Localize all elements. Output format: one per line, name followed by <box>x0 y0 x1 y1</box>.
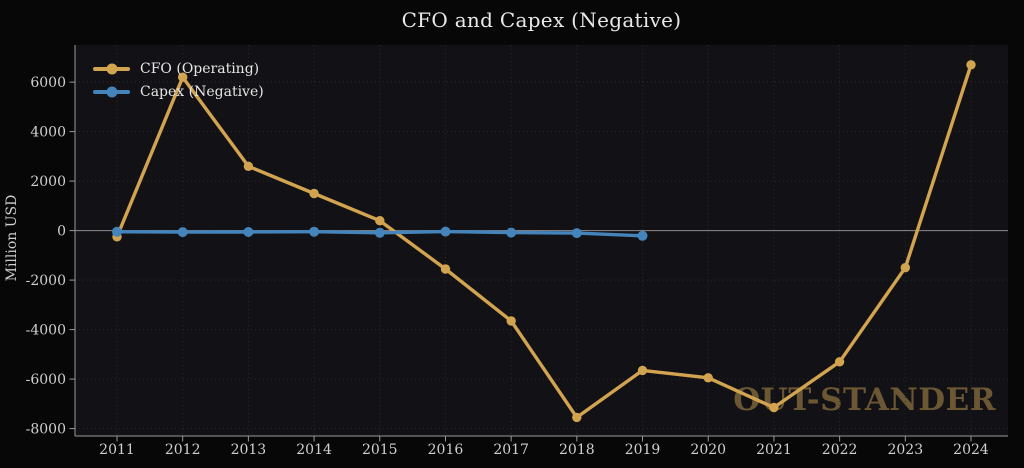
data-point-cfo <box>900 263 910 273</box>
legend-label-capex: Capex (Negative) <box>140 83 264 100</box>
chart-title: CFO and Capex (Negative) <box>401 8 682 32</box>
x-tick-label: 2016 <box>428 442 464 458</box>
watermark-text: OUT-STANDER <box>733 382 996 418</box>
x-tick-label: 2013 <box>231 442 267 458</box>
data-point-capex <box>243 227 254 237</box>
x-tick-label: 2023 <box>887 442 923 458</box>
series-line-cfo <box>115 63 973 420</box>
data-point-cfo <box>834 357 845 367</box>
data-point-capex <box>309 226 320 237</box>
y-tick-label: 6000 <box>30 75 66 91</box>
data-point-cfo <box>178 72 188 82</box>
x-tick-label: 2018 <box>559 442 595 458</box>
data-point-capex <box>571 228 582 239</box>
y-tick-label: 2000 <box>30 174 66 190</box>
data-point-capex <box>637 230 648 241</box>
y-tick-label: -4000 <box>26 323 66 339</box>
data-point-cfo <box>506 316 516 326</box>
data-point-cfo <box>243 161 254 171</box>
data-point-capex <box>440 226 451 237</box>
data-point-cfo <box>309 188 319 199</box>
legend-line-swatch-cfo <box>93 63 130 74</box>
x-tick-label: 2012 <box>165 442 201 458</box>
data-point-cfo <box>769 402 779 413</box>
x-tick-label: 2021 <box>756 442 792 458</box>
x-tick-label: 2015 <box>362 442 398 458</box>
x-tick-label: 2019 <box>625 442 661 458</box>
x-tick-label: 2017 <box>493 442 529 458</box>
plot-area <box>75 45 1008 436</box>
legend-item-capex: Capex (Negative) <box>93 80 264 103</box>
data-point-cfo <box>966 60 976 70</box>
data-point-capex <box>112 226 122 237</box>
legend-line-swatch-capex <box>93 86 130 97</box>
x-tick-label: 2020 <box>690 442 726 458</box>
x-tick-label: 2024 <box>953 442 989 458</box>
data-point-cfo <box>440 264 451 274</box>
data-point-capex <box>177 227 188 238</box>
data-point-capex <box>506 227 517 238</box>
y-tick-label: 4000 <box>30 125 66 141</box>
y-axis-label: Million USD <box>4 194 20 282</box>
legend-marker-dot <box>106 86 117 97</box>
data-point-cfo <box>375 216 385 226</box>
y-tick-label: -6000 <box>26 372 66 388</box>
y-tick-label: -2000 <box>26 273 66 289</box>
data-point-capex <box>374 227 385 238</box>
y-tick-label: 0 <box>57 224 66 240</box>
data-point-cfo <box>572 412 582 423</box>
legend-label-cfo: CFO (Operating) <box>140 60 260 77</box>
data-point-cfo <box>637 365 648 376</box>
data-point-cfo <box>703 373 713 383</box>
legend-marker-dot <box>106 63 117 74</box>
x-tick-label: 2022 <box>822 442 858 458</box>
legend-item-cfo: CFO (Operating) <box>93 57 264 80</box>
legend: CFO (Operating) Capex (Negative) <box>93 57 264 103</box>
x-tick-label: 2014 <box>296 442 332 458</box>
y-tick-label: -8000 <box>26 422 66 438</box>
x-tick-label: 2011 <box>99 442 135 458</box>
